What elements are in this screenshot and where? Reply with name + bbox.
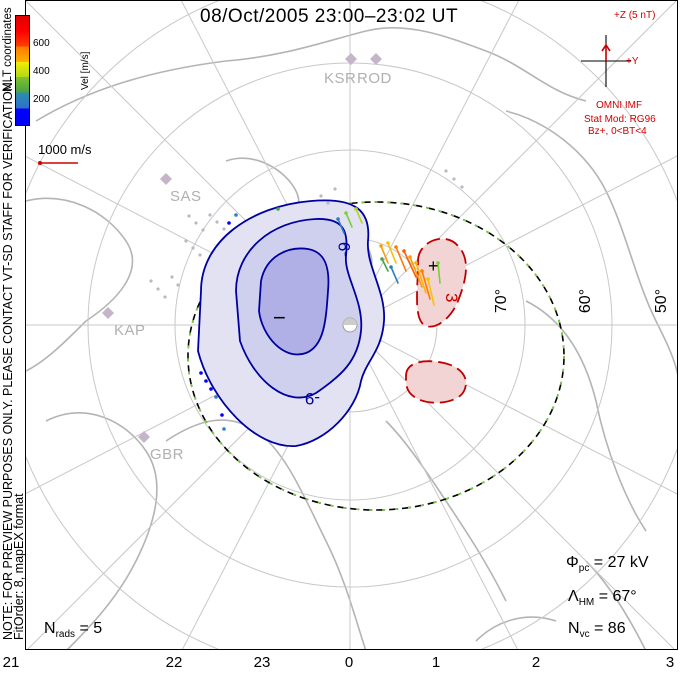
vector-count: Nvc = 86: [568, 620, 626, 641]
fit-order-note: FitOrder: 8, mapEX format: [12, 493, 26, 640]
radar-count: Nrads = 5: [44, 620, 103, 641]
site-label-kap: KAP: [114, 322, 146, 339]
negative-potential-cell: − -9 -9: [197, 199, 385, 447]
radar-site-markers: [102, 53, 382, 443]
positive-potential-cell: + 3: [405, 237, 467, 404]
site-label-gbr: GBR: [150, 446, 185, 463]
velocity-colorbar: [15, 15, 30, 126]
radar-fov-dots: [149, 169, 464, 299]
imf-bz-label: +Z (5 nT): [614, 10, 656, 21]
imf-clock-dial: [581, 35, 631, 87]
convection-map: − -9 -9 + 3: [25, 0, 678, 650]
min-potential-marker: −: [273, 305, 286, 330]
latitude-label-50: 50°: [653, 288, 671, 314]
cross-polar-potential: Φpc = 27 kV: [566, 554, 649, 575]
hm-boundary-green: [187, 201, 565, 511]
latitude-label-60: 60°: [577, 288, 595, 314]
hm-boundary-latitude: ΛHM = 67°: [568, 588, 637, 609]
imf-condition: Bz+, 0<BT<4: [588, 126, 647, 137]
colorbar-tick-200: 200: [33, 94, 50, 105]
negative-contour-label-2: -9: [305, 389, 320, 408]
mlt-label-21: 21: [2, 654, 20, 671]
velocity-scale-vector: [38, 161, 78, 165]
map-title: 08/Oct/2005 23:00–23:02 UT: [200, 6, 459, 27]
mlt-label-0: 0: [344, 654, 354, 671]
velocity-scale-label: 1000 m/s: [38, 142, 92, 157]
max-potential-marker: +: [428, 256, 439, 276]
site-label-rod: ROD: [357, 70, 392, 87]
positive-contour-label: 3: [442, 293, 461, 302]
colorbar-tick-600: 600: [33, 38, 50, 49]
mlt-label-2: 2: [531, 654, 541, 671]
imf-source: OMNI IMF: [596, 100, 643, 111]
colorbar-label: Vel [m/s]: [80, 51, 91, 90]
imf-model: Stat Mod: RG96: [584, 114, 656, 125]
negative-contour-label-1: -9: [335, 242, 354, 257]
imf-panel: +Z (5 nT) +Y OMNI IMF Stat Mod: RG96 Bz+…: [566, 8, 676, 138]
magnetic-pole: [342, 317, 358, 333]
mlt-label-1: 1: [431, 654, 441, 671]
imf-by-label: +Y: [626, 56, 639, 67]
mlt-label-23: 23: [253, 654, 271, 671]
velocity-vectors: [199, 207, 441, 431]
latitude-label-70: 70°: [493, 288, 511, 314]
coordinate-note: MLT coordinates: [2, 7, 14, 92]
site-label-ksr: KSR: [324, 70, 357, 87]
site-label-sas: SAS: [170, 188, 202, 205]
colorbar-tick-400: 400: [33, 66, 50, 77]
mlt-label-3: 3: [665, 654, 675, 671]
mlt-label-22: 22: [165, 654, 183, 671]
